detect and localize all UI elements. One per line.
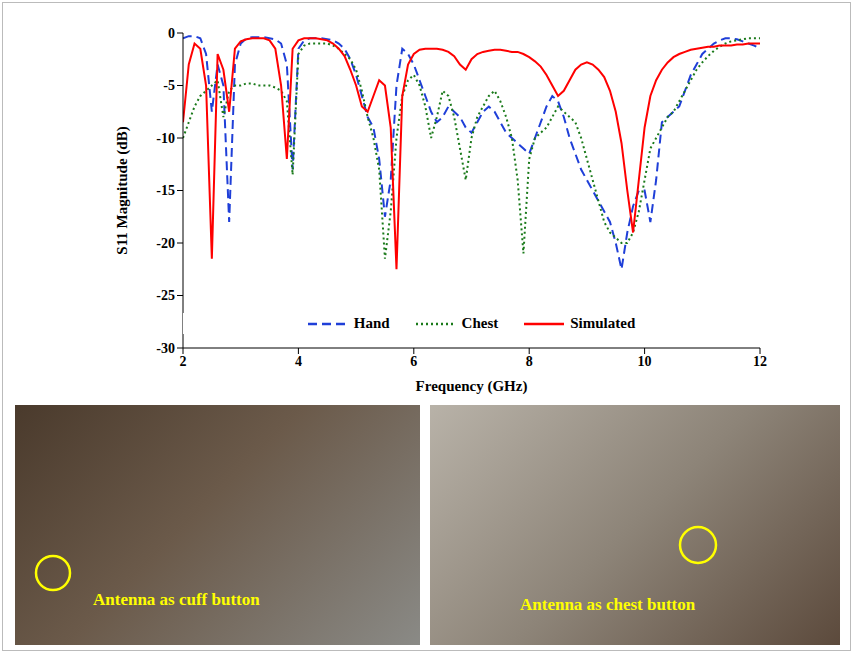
svg-text:-20: -20 [156, 236, 175, 251]
svg-text:-25: -25 [156, 288, 175, 303]
html-text:Simulated: Simulated [570, 315, 636, 331]
html-text:Antenna as chest button: Antenna as chest button [520, 595, 696, 614]
svg-text:10: 10 [638, 354, 652, 369]
svg-text:-5: -5 [163, 78, 175, 93]
svg-text:8: 8 [526, 354, 533, 369]
svg-text:6: 6 [410, 354, 417, 369]
svg-text:Frequency (GHz): Frequency (GHz) [416, 378, 528, 395]
html-text:Chest: Chest [461, 315, 499, 331]
svg-text:0: 0 [168, 26, 175, 41]
svg-text:-30: -30 [156, 341, 175, 356]
svg-text:-10: -10 [156, 131, 175, 146]
svg-text:2: 2 [180, 354, 187, 369]
svg-text:12: 12 [753, 354, 767, 369]
html-text:Hand: Hand [353, 315, 390, 331]
svg-text:S11 Magnitude (dB): S11 Magnitude (dB) [114, 126, 131, 254]
svg-text:4: 4 [295, 354, 302, 369]
html-text:Antenna as cuff button: Antenna as cuff button [93, 590, 260, 609]
svg-text:-15: -15 [156, 183, 175, 198]
